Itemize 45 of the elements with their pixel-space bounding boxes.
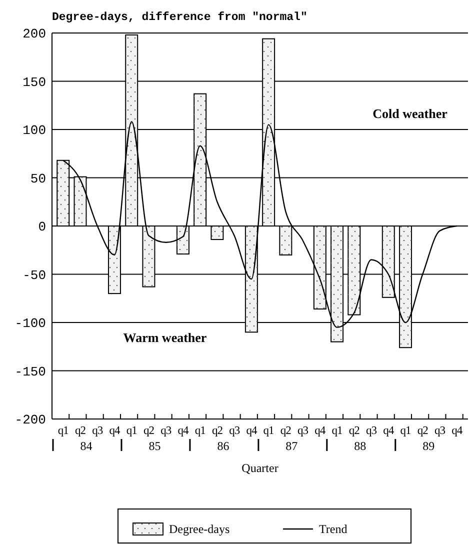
x-tick-label: q1	[194, 425, 206, 437]
x-tick-label: q1	[332, 425, 344, 437]
x-tick-label: q1	[263, 425, 275, 437]
y-tick-label: -50	[22, 268, 46, 283]
y-tick-label: 50	[30, 171, 46, 186]
x-tick-label: q2	[74, 425, 86, 437]
text: 84	[80, 439, 92, 453]
y-tick-label: -100	[14, 316, 46, 332]
x-tick-label: q3	[434, 425, 446, 437]
x-tick-label: q2	[348, 425, 360, 437]
x-tick-label: q3	[160, 425, 172, 437]
y-tick-label: 100	[22, 123, 46, 138]
chart-title: Degree-days, difference from "normal"	[52, 11, 308, 24]
y-tick-label: 150	[22, 74, 46, 90]
x-tick-label: q4	[314, 425, 326, 437]
y-tick-label: 200	[22, 26, 46, 42]
x-tick-label: q4	[383, 425, 394, 437]
x-tick-label: q3	[366, 425, 378, 437]
x-tick-label: q4	[178, 425, 189, 437]
x-tick-label: q2	[212, 425, 224, 437]
x-tick-label: q4	[109, 425, 120, 437]
text: 88	[354, 439, 366, 453]
x-tick-label: q1	[400, 425, 412, 437]
x-tick-label: q3	[92, 425, 104, 437]
legend-label: Degree-days	[169, 522, 230, 536]
legend-label: Trend	[319, 522, 348, 536]
x-tick-label: q4	[246, 425, 258, 437]
x-tick-label: q2	[280, 425, 292, 437]
text: 89	[422, 439, 435, 453]
y-tick-label: -150	[14, 364, 46, 380]
annotation: Warm weather	[123, 330, 207, 345]
x-axis-title: Quarter	[242, 461, 278, 475]
x-tick-label: q1	[126, 425, 138, 437]
annotation: Cold weather	[372, 106, 448, 121]
text: 86	[217, 439, 230, 453]
x-tick-label: q2	[417, 425, 429, 437]
x-tick-label: q2	[143, 425, 155, 437]
y-tick-label: -200	[14, 412, 46, 428]
x-tick-label: q3	[229, 425, 240, 437]
x-tick-label: q1	[58, 425, 70, 437]
text: 85	[148, 439, 161, 453]
x-tick-label: q4	[452, 425, 463, 437]
y-tick-label: 0	[38, 220, 46, 235]
text: 87	[286, 439, 298, 453]
x-tick-label: q3	[298, 425, 309, 437]
